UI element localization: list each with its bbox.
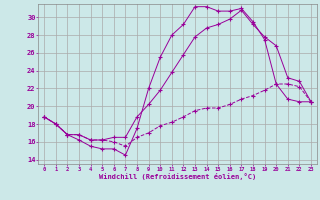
X-axis label: Windchill (Refroidissement éolien,°C): Windchill (Refroidissement éolien,°C) bbox=[99, 173, 256, 180]
